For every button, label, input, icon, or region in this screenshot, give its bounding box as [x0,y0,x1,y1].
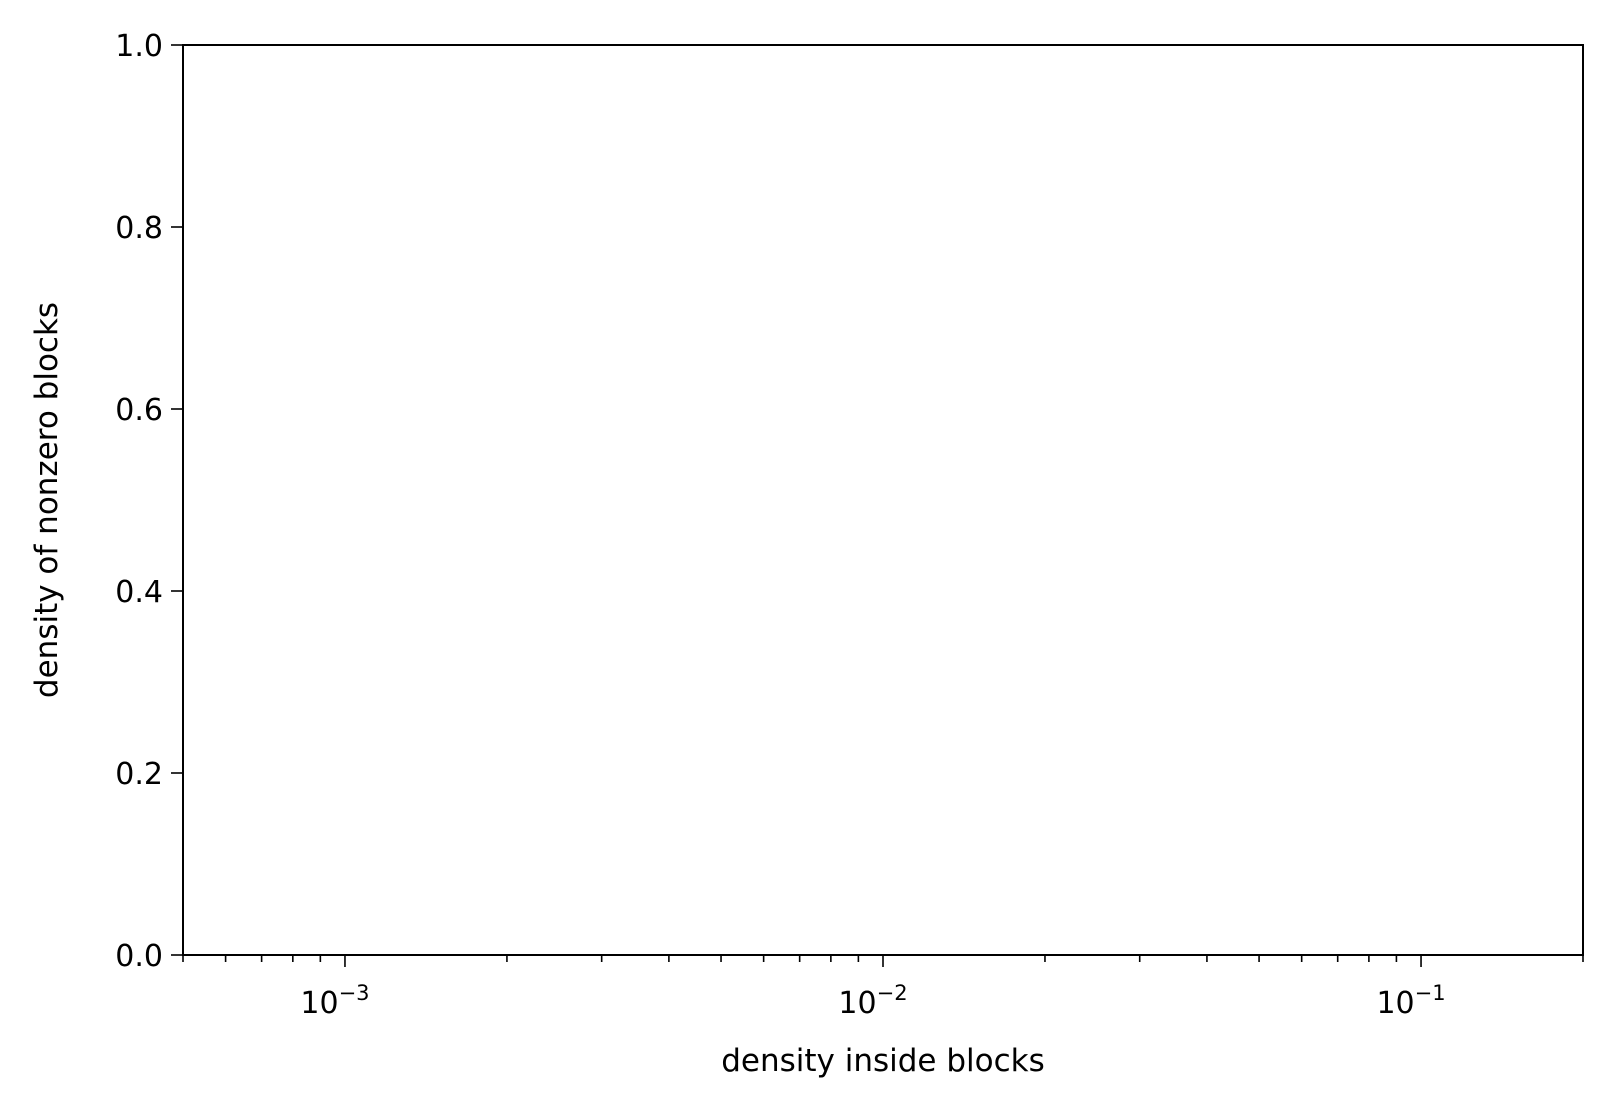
y-tick-label-5: 1.0 [115,29,163,64]
y-tick-label-1: 0.2 [115,757,163,792]
y-axis-ticks: 0.0 0.2 0.4 0.6 0.8 1.0 [115,29,183,974]
x-axis-label: density inside blocks [721,1043,1045,1079]
x-tick-label-2: 10−1 [1376,981,1445,1021]
y-tick-label-4: 0.8 [115,211,163,246]
x-tick-label-0: 10−3 [300,981,369,1021]
x-axis-ticks: 10−3 10−2 10−1 [300,955,1446,1021]
plot-area [183,45,1583,955]
y-tick-label-0: 0.0 [115,939,163,974]
x-tick-label-1: 10−2 [838,981,907,1021]
y-axis-label: density of nonzero blocks [29,302,65,698]
y-tick-label-2: 0.4 [115,575,163,610]
x-minor-ticks [182,955,1584,962]
y-tick-label-3: 0.6 [115,393,163,428]
plot-frame [182,44,1584,956]
